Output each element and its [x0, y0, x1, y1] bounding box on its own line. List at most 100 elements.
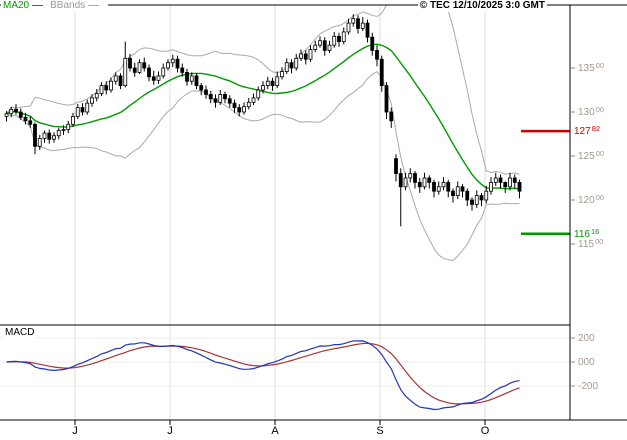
ma20-line-swatch-icon [32, 4, 44, 6]
y-axis-tick-label: 12000 [578, 193, 604, 206]
candle-body [251, 97, 256, 103]
candle-body [56, 130, 61, 137]
candle-body [403, 177, 408, 188]
candle-body [455, 186, 460, 196]
candle-body [194, 75, 199, 86]
ma20-legend-label: MA20 [3, 0, 30, 11]
candle-body [232, 102, 237, 108]
candle-body [132, 67, 137, 73]
candle-body [265, 80, 270, 86]
macd-axis: 200 000 -200 [570, 333, 598, 392]
candle-body [242, 106, 246, 113]
candle-body [80, 107, 85, 113]
candle-body [9, 108, 14, 115]
candle-body [175, 58, 180, 69]
macd-line [6, 340, 520, 411]
candle-body [185, 71, 189, 82]
candle-body [151, 76, 156, 81]
candle-body [341, 31, 346, 43]
candle-body [261, 85, 265, 91]
candle-body [113, 75, 118, 82]
candle-body [166, 62, 170, 69]
candle-body [465, 190, 470, 201]
candle-body [370, 36, 375, 51]
ma20-line [6, 43, 520, 190]
candle-body [47, 132, 52, 140]
candle-body [436, 186, 441, 192]
candle-body [208, 93, 213, 100]
candle-body [156, 75, 161, 81]
candle-body [446, 181, 451, 192]
candle-body [85, 102, 90, 113]
candle-body [346, 22, 351, 33]
candle-body [284, 62, 289, 72]
candle-body [37, 137, 42, 147]
candle-body [512, 177, 517, 183]
price-axis: 13500 13000 12500 12000 11500 [570, 61, 604, 250]
candle-body [66, 123, 71, 130]
macd-axis-label: 200 [578, 333, 595, 344]
bbands-legend-label: BBands [50, 0, 86, 11]
candle-body [508, 177, 512, 188]
candle-body [94, 93, 99, 99]
candle-body [99, 85, 104, 94]
candle-body [142, 62, 147, 69]
candle-body [90, 97, 94, 104]
candle-body [422, 177, 427, 188]
candle-body [289, 62, 294, 69]
candle-body [460, 186, 465, 192]
y-axis-tick-label: 13500 [578, 61, 604, 74]
candle-body [451, 190, 455, 196]
x-axis-month-label: O [481, 425, 490, 437]
x-axis-month-label: S [376, 425, 383, 437]
candle-body [75, 107, 80, 117]
macd-axis-label: 000 [578, 357, 595, 368]
candle-body [360, 22, 365, 29]
candle-body [123, 57, 128, 86]
candle-body [484, 190, 489, 201]
candle-body [332, 35, 337, 46]
candle-body [23, 116, 28, 122]
candle-body [223, 93, 227, 100]
candle-body [432, 181, 436, 192]
candle-body [42, 132, 47, 139]
level-label: 12782 [574, 124, 600, 137]
candle-body [109, 80, 113, 91]
candle-body [71, 115, 75, 125]
candle-body [384, 85, 389, 113]
candle-body [161, 67, 166, 77]
candle-body [322, 40, 327, 51]
candle-body [61, 129, 66, 131]
candle-body [517, 181, 522, 192]
candle-body [427, 177, 432, 183]
candle-body [379, 58, 384, 86]
candle-body [318, 40, 322, 46]
candle-body [4, 113, 9, 117]
candle-body [327, 44, 332, 51]
candle-body [294, 57, 299, 69]
macd-panel-label: MACD [3, 327, 37, 339]
price-levels: 12782 11616 [521, 124, 600, 240]
bbands-line-swatch-icon [88, 4, 100, 6]
candle-body [28, 120, 33, 125]
candle-body [237, 107, 242, 113]
candle-body [365, 22, 370, 38]
macd-axis-label: -200 [578, 381, 598, 392]
candle-body [337, 35, 341, 43]
level-label: 11616 [574, 227, 599, 240]
x-axis-month-label: J [167, 425, 173, 437]
candle-body [413, 173, 417, 183]
candle-body [417, 181, 422, 188]
candle-body [256, 89, 261, 99]
y-axis-tick-label: 13000 [578, 105, 604, 118]
candle-body [398, 173, 403, 188]
x-axis-month-label: J [72, 425, 78, 437]
candle-body [479, 195, 484, 201]
candle-body [147, 67, 151, 78]
candle-body [199, 85, 204, 91]
macd-lines [6, 340, 520, 411]
candle-body [394, 158, 398, 174]
candle-body [104, 85, 109, 91]
